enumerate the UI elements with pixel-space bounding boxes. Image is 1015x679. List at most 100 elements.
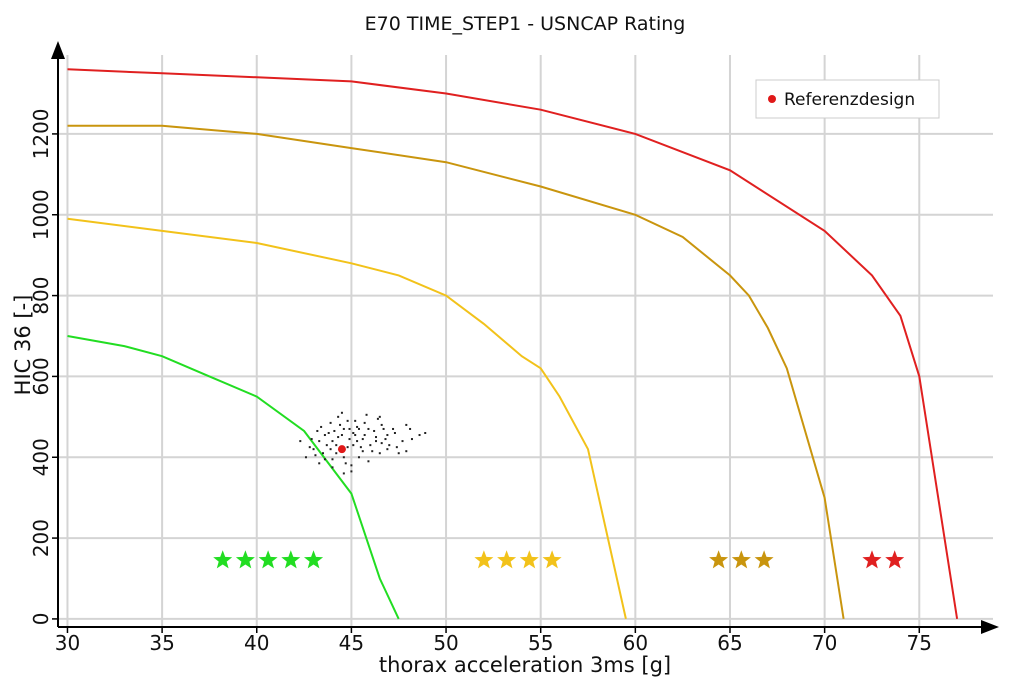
scatter-point — [382, 427, 385, 430]
rating-star-icon — [862, 550, 882, 569]
x-tick-label: 60 — [623, 631, 648, 655]
scatter-point — [354, 419, 357, 422]
scatter-point — [386, 434, 389, 437]
x-tick-label: 55 — [528, 631, 553, 655]
y-tick-labels: 0 200 400 600 800 1000 1200 — [29, 108, 53, 625]
scatter-point — [350, 464, 353, 467]
scatter-point — [409, 427, 412, 430]
scatter-point — [346, 446, 349, 449]
scatter-point — [373, 429, 376, 432]
scatter-point — [375, 436, 378, 439]
rating-star-icon — [709, 550, 729, 569]
rating-star-icon — [304, 550, 324, 569]
scatter-point — [320, 425, 323, 428]
scatter-point — [348, 438, 351, 441]
scatter-point — [340, 411, 343, 414]
scatter-point — [304, 456, 307, 459]
scatter-point — [361, 450, 364, 453]
y-tick-label: 200 — [29, 519, 53, 557]
scatter-point — [331, 458, 334, 461]
scatter-point — [335, 452, 338, 455]
scatter-point — [380, 442, 383, 445]
scatter-point — [378, 452, 381, 455]
reference-design-marker-group — [337, 445, 346, 454]
y-tick-label: 1000 — [29, 189, 53, 240]
rating-star-icon — [235, 550, 255, 569]
scatter-point — [405, 450, 408, 453]
axes — [51, 41, 999, 634]
scatter-point — [331, 466, 334, 469]
rating-stars — [213, 550, 905, 569]
scatter-point — [316, 429, 319, 432]
scatter-point — [354, 434, 357, 437]
scatter-point — [395, 446, 398, 449]
scatter-point — [337, 436, 340, 439]
scatter-point — [352, 444, 355, 447]
scatter-point — [308, 446, 311, 449]
grid-lines — [58, 55, 993, 627]
scatter-point — [356, 425, 359, 428]
boundary-curve-1 — [67, 335, 400, 620]
y-tick-label: 800 — [29, 276, 53, 314]
rating-star-icon — [885, 550, 905, 569]
scatter-point — [329, 448, 332, 451]
scatter-point — [318, 440, 321, 443]
rating-star-icon — [731, 550, 751, 569]
legend: Referenzdesign — [755, 79, 940, 119]
scatter-point — [346, 419, 349, 422]
rating-star-icon — [754, 550, 774, 569]
boundary-curve-3 — [67, 124, 845, 620]
x-tick-label: 65 — [717, 631, 742, 655]
scatter-point — [342, 472, 345, 475]
scatter-point — [356, 440, 359, 443]
scatter-point — [424, 432, 427, 434]
legend-marker-reference — [768, 95, 776, 103]
scatter-point — [322, 452, 325, 455]
scatter-point — [357, 427, 360, 430]
scatter-point — [375, 440, 378, 443]
scatter-point — [371, 450, 374, 453]
x-tick-label: 70 — [812, 631, 837, 655]
rating-star-icon — [281, 550, 301, 569]
x-tick-label: 50 — [433, 631, 458, 655]
scatter-point — [329, 421, 332, 424]
scatter-point — [340, 434, 343, 437]
scatter-point — [310, 438, 313, 441]
y-tick-label: 600 — [29, 357, 53, 395]
scatter-point — [325, 444, 328, 447]
rating-star-icon — [497, 550, 517, 569]
scatter-point — [418, 434, 421, 437]
boundary-curve-4 — [67, 68, 959, 620]
x-tick-label: 30 — [55, 631, 80, 655]
scatter-point — [392, 427, 395, 430]
scatter-point — [357, 456, 360, 459]
chart-title: E70 TIME_STEP1 - USNCAP Rating — [365, 13, 686, 35]
scatter-point — [314, 454, 317, 457]
scatter-point — [331, 440, 334, 443]
x-axis-arrow-icon — [981, 620, 999, 634]
scatter-point — [318, 462, 321, 465]
scatter-point — [365, 413, 368, 416]
scatter-point — [378, 415, 381, 418]
rating-star-icon — [213, 550, 233, 569]
x-tick-label: 75 — [907, 631, 932, 655]
y-tick-label: 400 — [29, 438, 53, 476]
reference-design-point — [337, 445, 346, 454]
y-tick-label: 1200 — [29, 108, 53, 159]
y-axis-title: HIC 36 [-] — [11, 295, 35, 396]
scatter-point — [393, 432, 396, 434]
scatter-point — [352, 432, 355, 434]
scatter-point — [337, 415, 340, 418]
scatter-point — [401, 440, 404, 443]
x-axis-title: thorax acceleration 3ms [g] — [379, 653, 671, 677]
scatter-point — [342, 427, 345, 430]
scatter-point — [397, 452, 400, 455]
scatter-point — [369, 444, 372, 447]
y-axis-arrow-icon — [51, 41, 65, 59]
rating-star-icon — [519, 550, 539, 569]
scatter-point — [410, 438, 413, 441]
scatter-point — [350, 470, 353, 473]
scatter-point — [367, 460, 370, 463]
rating-star-icon — [474, 550, 494, 569]
